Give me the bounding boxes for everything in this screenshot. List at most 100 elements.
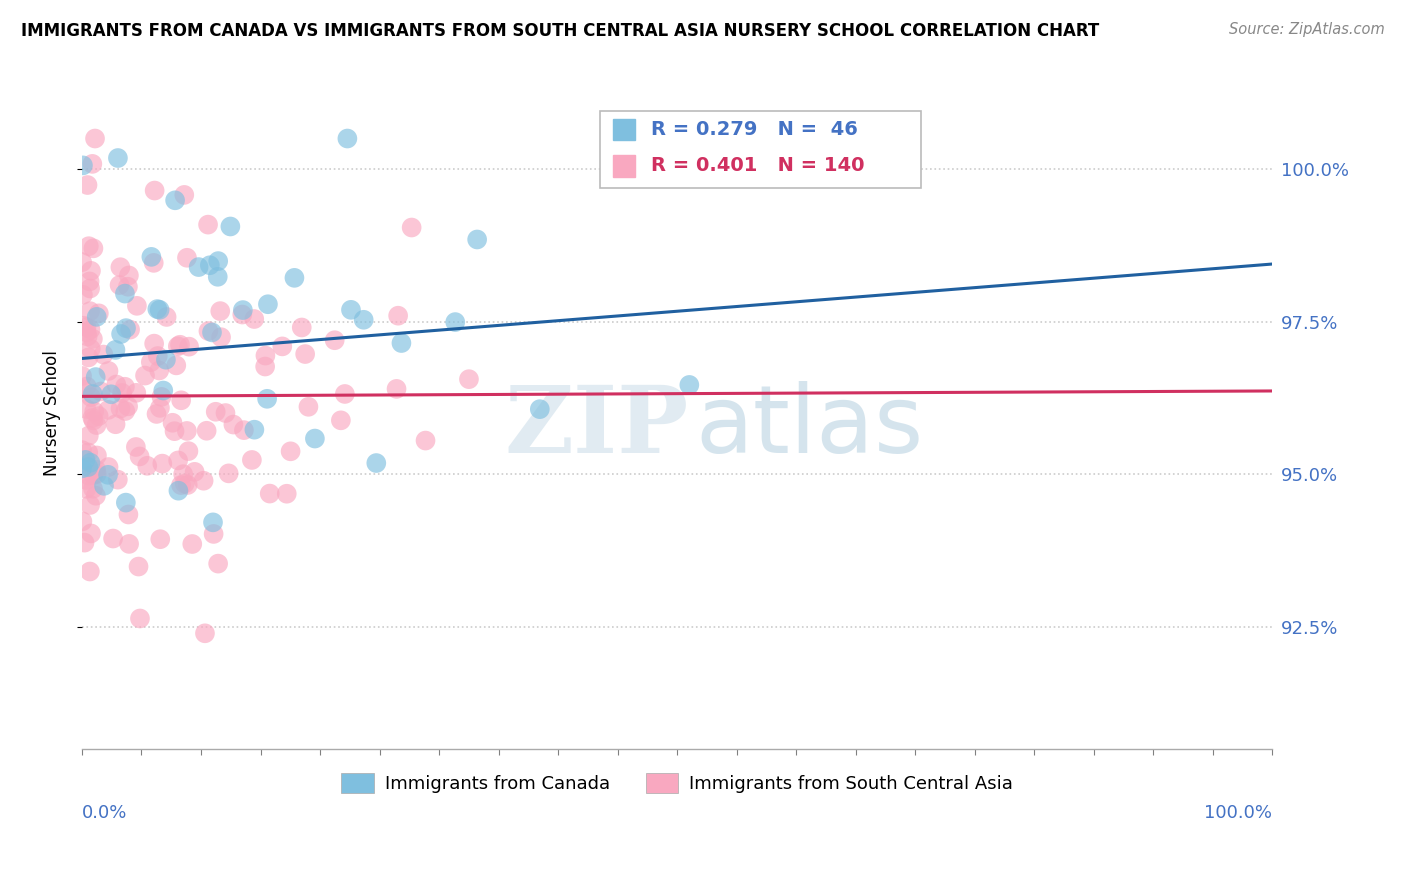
Point <box>170 393 193 408</box>
Point <box>75 482 97 496</box>
Point <box>83 404 105 418</box>
Point <box>201 326 224 340</box>
Bar <box>613 155 636 177</box>
Point <box>79 275 101 289</box>
Point <box>165 194 187 208</box>
Point <box>155 310 177 324</box>
Point <box>134 368 156 383</box>
Point <box>97 364 120 378</box>
Point <box>75 401 97 416</box>
Point <box>207 557 229 571</box>
Point <box>141 250 163 264</box>
Point <box>194 626 217 640</box>
Point <box>108 278 131 293</box>
Point <box>82 332 104 346</box>
Point <box>80 342 103 356</box>
Point <box>82 413 104 427</box>
Point <box>128 559 150 574</box>
Point <box>257 297 280 311</box>
Point <box>84 463 107 477</box>
Point <box>105 377 128 392</box>
Point <box>97 402 120 417</box>
Point <box>110 260 132 275</box>
Point <box>232 303 254 318</box>
Point <box>114 404 136 418</box>
Point <box>76 326 98 340</box>
Point <box>401 220 423 235</box>
Point <box>79 304 101 318</box>
Point <box>207 269 229 284</box>
Point <box>90 384 112 399</box>
Bar <box>613 119 636 140</box>
Point <box>107 151 129 165</box>
Point <box>117 400 139 414</box>
Point <box>162 416 184 430</box>
Text: Source: ZipAtlas.com: Source: ZipAtlas.com <box>1229 22 1385 37</box>
Point <box>73 535 96 549</box>
Point <box>176 251 198 265</box>
Point <box>70 461 93 475</box>
Point <box>80 390 103 404</box>
Point <box>84 131 107 145</box>
Point <box>254 359 277 374</box>
Point <box>125 440 148 454</box>
Point <box>114 380 136 394</box>
Point <box>87 409 110 423</box>
Point <box>366 456 388 470</box>
Point <box>297 400 319 414</box>
Point <box>304 432 326 446</box>
Point <box>84 489 107 503</box>
Point <box>142 256 165 270</box>
Point <box>76 320 98 334</box>
Point <box>77 460 100 475</box>
Point <box>256 392 278 406</box>
Point <box>73 318 96 333</box>
Point <box>529 402 551 417</box>
Text: 0.0%: 0.0% <box>82 805 128 822</box>
Point <box>110 401 132 416</box>
Point <box>173 188 195 202</box>
Point <box>177 478 200 492</box>
Point <box>118 268 141 283</box>
Point <box>97 460 120 475</box>
Point <box>202 516 225 530</box>
Point <box>70 255 93 269</box>
Point <box>385 382 408 396</box>
Point <box>104 343 127 357</box>
Text: 100.0%: 100.0% <box>1205 805 1272 822</box>
Point <box>120 323 142 337</box>
Point <box>76 178 98 192</box>
Point <box>209 304 232 318</box>
Point <box>152 384 174 398</box>
Point <box>86 310 108 324</box>
Point <box>214 406 236 420</box>
Point <box>79 322 101 336</box>
Point <box>77 351 100 365</box>
Point <box>136 458 159 473</box>
Point <box>176 424 198 438</box>
Point <box>336 131 359 145</box>
Point <box>291 320 314 334</box>
Point <box>415 434 437 448</box>
Point <box>111 386 134 401</box>
Point <box>72 158 94 172</box>
Point <box>167 483 190 498</box>
Point <box>333 387 356 401</box>
Point <box>207 254 229 268</box>
Point <box>353 312 375 326</box>
Point <box>232 423 254 437</box>
Point <box>172 467 194 482</box>
FancyBboxPatch shape <box>600 111 921 188</box>
Point <box>195 424 218 438</box>
Point <box>146 349 169 363</box>
Point <box>219 219 242 234</box>
Point <box>166 339 188 353</box>
Point <box>86 467 108 481</box>
Point <box>110 326 132 341</box>
Point <box>149 302 172 317</box>
Point <box>146 301 169 316</box>
Text: IMMIGRANTS FROM CANADA VS IMMIGRANTS FROM SOUTH CENTRAL ASIA NURSERY SCHOOL CORR: IMMIGRANTS FROM CANADA VS IMMIGRANTS FRO… <box>21 22 1099 40</box>
Point <box>254 349 277 363</box>
Point <box>148 363 170 377</box>
Point <box>70 443 93 458</box>
